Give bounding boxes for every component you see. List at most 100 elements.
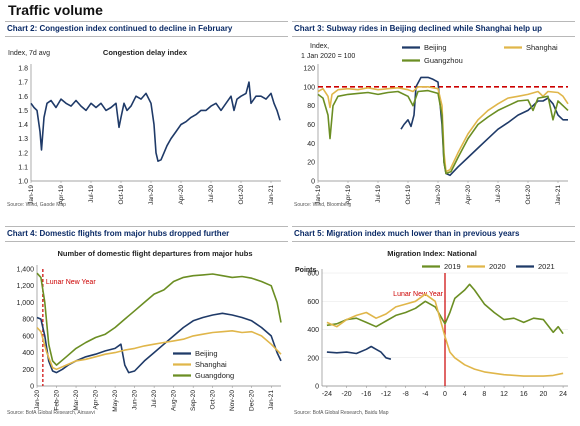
x-tick-label: -8	[403, 391, 409, 398]
x-tick-label: Dec-20	[249, 390, 256, 411]
x-tick-label: Oct-20	[525, 185, 532, 205]
chart-source: Source: BofA Global Research, Airsavvi	[7, 410, 95, 416]
y-tick-label: 0	[30, 384, 34, 391]
x-tick-label: May-20	[112, 390, 119, 412]
y-tick-label: 20	[307, 160, 315, 167]
x-tick-label: Aug-20	[171, 390, 178, 411]
y-tick-label: 80	[307, 103, 315, 110]
series-line-guangzhou	[317, 89, 569, 175]
chart-inner-title: Congestion delay index	[103, 48, 188, 57]
x-tick-label: Jul-20	[208, 185, 215, 203]
x-tick-label: 20	[540, 391, 548, 398]
chart-panel-congestion: Chart 2: Congestion index continued to d…	[5, 21, 288, 221]
y-tick-label: 0	[315, 384, 319, 391]
y-tick-label: 800	[22, 317, 34, 324]
x-tick-label: Oct-20	[238, 185, 245, 205]
chart-header-label: Chart 5: Migration index much lower than…	[294, 229, 519, 238]
x-tick-label: Jul-19	[375, 185, 382, 203]
x-tick-label: Jan-20	[435, 185, 442, 205]
y-tick-label: 1.8	[18, 66, 28, 73]
x-tick-label: -4	[422, 391, 428, 398]
x-tick-label: Jan-20	[148, 185, 155, 205]
y-tick-label: 400	[307, 327, 319, 334]
x-tick-label: Jan-19	[28, 185, 35, 205]
y-tick-label: 600	[307, 299, 319, 306]
chart-title: Congestion index continued to decline in…	[39, 24, 233, 33]
x-tick-label: 8	[482, 391, 486, 398]
x-tick-label: -20	[342, 391, 352, 398]
lunar-new-year-label: Lunar New Year	[46, 279, 96, 286]
legend-label: Shanghai	[195, 360, 227, 369]
x-tick-label: Jul-20	[151, 390, 158, 408]
chart-svg: Congestion delay index Index, 7d avg 1.0 1.…	[8, 48, 281, 205]
y-tick-label: 800	[307, 271, 319, 278]
y-tick-label: 1.0	[18, 179, 28, 186]
x-tick-label: Mar-20	[73, 390, 80, 411]
x-tick-label: Apr-20	[93, 390, 100, 410]
chart-panel-flights: Chart 4: Domestic flights from major hub…	[5, 226, 288, 426]
chart-number: Chart 3:	[294, 24, 325, 33]
series-line-guangdong	[36, 272, 282, 366]
y-tick-label: 1.3	[18, 136, 28, 143]
chart-number: Chart 2:	[7, 24, 38, 33]
y-tick-label: 1,000	[16, 300, 34, 307]
chart-svg: Migration Index: NationalPoints020040060…	[295, 249, 568, 398]
x-tick-label: Nov-20	[229, 390, 236, 411]
x-tick-label: 4	[463, 391, 467, 398]
x-tick-label: Oct-20	[210, 390, 217, 410]
x-tick-label: Apr-19	[345, 185, 352, 205]
y-axis-label: 1 Jan 2020 = 100	[301, 53, 355, 60]
chart-header: Chart 4: Domestic flights from major hub…	[5, 226, 288, 242]
y-tick-label: 1,200	[16, 283, 34, 290]
y-tick-label: 200	[22, 367, 34, 374]
x-tick-label: 16	[520, 391, 528, 398]
chart-header-label: Chart 3: Subway rides in Beijing decline…	[294, 24, 542, 33]
y-axis-label: Index,	[310, 43, 329, 50]
x-tick-label: Apr-19	[58, 185, 65, 205]
x-tick-label: -12	[381, 391, 391, 398]
x-tick-label: Jul-19	[88, 185, 95, 203]
chart-header: Chart 5: Migration index much lower than…	[292, 226, 575, 242]
y-tick-label: 1.5	[18, 108, 28, 115]
y-tick-label: 100	[303, 84, 315, 91]
lunar-new-year-label: Lunar New Year	[393, 291, 443, 298]
y-tick-label: 1.2	[18, 150, 28, 157]
chart-header-label: Chart 2: Congestion index continued to d…	[7, 24, 232, 33]
x-tick-label: 0	[443, 391, 447, 398]
y-tick-label: 1.1	[18, 164, 28, 171]
y-tick-label: 200	[307, 355, 319, 362]
legend-label: Beijing	[424, 43, 447, 52]
x-tick-label: Jan-21	[268, 185, 275, 205]
x-tick-label: 24	[559, 391, 567, 398]
legend-label: 2021	[538, 262, 555, 271]
y-axis-label: Index, 7d avg	[8, 50, 50, 57]
chart-title: Subway rides in Beijing declined while S…	[326, 24, 543, 33]
chart-svg: Index, 1 Jan 2020 = 100 0 20 40 60 80 100 120 Jan…	[301, 43, 569, 205]
chart-inner-title: Migration Index: National	[387, 249, 477, 258]
series-line-shanghai	[36, 326, 282, 371]
chart-panel-migration: Chart 5: Migration index much lower than…	[292, 226, 575, 426]
series-line-congestion	[30, 81, 281, 162]
chart-number: Chart 4:	[7, 229, 38, 238]
y-tick-label: 1,400	[16, 267, 34, 274]
y-tick-label: 40	[307, 141, 315, 148]
x-tick-label: Apr-20	[178, 185, 185, 205]
chart-header: Chart 3: Subway rides in Beijing decline…	[292, 21, 575, 37]
legend-label: Guangzhou	[424, 56, 463, 65]
x-tick-label: Jul-20	[495, 185, 502, 203]
chart-source: Source: Wind, Bloomberg	[294, 202, 351, 208]
chart-header-label: Chart 4: Domestic flights from major hub…	[7, 229, 229, 238]
chart-inner-title: Number of domestic flight departures fro…	[57, 249, 252, 258]
page-title: Traffic volume	[8, 2, 103, 18]
y-tick-label: 120	[303, 66, 315, 73]
chart-svg: Number of domestic flight departures fro…	[16, 249, 282, 412]
x-tick-label: Feb-20	[54, 390, 61, 411]
x-tick-label: -24	[322, 391, 332, 398]
x-tick-label: Jan-21	[268, 390, 275, 410]
series-line-shanghai	[317, 86, 569, 173]
y-tick-label: 1.7	[18, 80, 28, 87]
chart-title: Domestic flights from major hubs dropped…	[39, 229, 230, 238]
chart-title: Migration index much lower than in previ…	[326, 229, 520, 238]
x-tick-label: Jan-21	[555, 185, 562, 205]
x-tick-label: Jun-20	[132, 390, 139, 410]
